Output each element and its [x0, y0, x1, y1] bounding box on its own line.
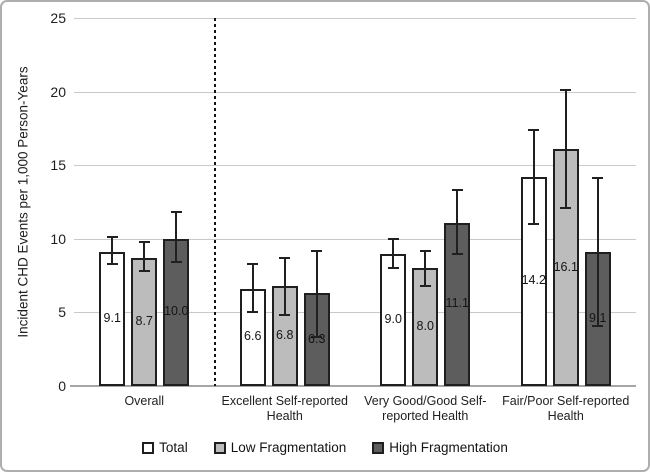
y-tick-label: 0 [58, 378, 66, 394]
y-axis-title: Incident CHD Events per 1,000 Person-Yea… [15, 66, 31, 338]
error-bar [456, 190, 459, 254]
bar-value-label: 9.1 [103, 311, 121, 326]
group-separator-dashed-line [213, 18, 216, 386]
y-tick-label: 25 [50, 10, 66, 26]
y-tick-label: 15 [50, 157, 66, 174]
error-bar [315, 250, 318, 338]
error-bar [111, 237, 114, 264]
error-bar-cap [592, 324, 604, 327]
legend-item: Low Fragmentation [213, 440, 347, 455]
bar-value-label: 6.6 [244, 329, 262, 344]
gridline [74, 165, 636, 167]
error-bar [424, 250, 427, 286]
bar-value-label: 8.7 [135, 313, 153, 328]
bar [412, 268, 439, 386]
error-bar [532, 129, 535, 225]
x-category-label: Fair/Poor Self-reported Health [502, 394, 630, 423]
error-bar-cap [387, 237, 399, 240]
error-bar-cap [170, 261, 182, 264]
error-bar-cap [279, 256, 291, 259]
y-tick-label: 10 [50, 230, 66, 247]
error-bar [175, 212, 178, 263]
bar-value-label: 11.1 [445, 296, 469, 311]
error-bar-cap [419, 249, 431, 252]
error-bar-cap [528, 128, 540, 131]
x-category-label: Overall [124, 394, 165, 408]
error-bar-cap [311, 249, 323, 252]
error-bar-cap [247, 262, 259, 265]
legend-swatch [213, 441, 226, 454]
error-bar-cap [560, 206, 572, 209]
legend-item: High Fragmentation [372, 440, 508, 455]
bar-value-label: 10.0 [164, 304, 189, 319]
bar-value-label: 8.0 [416, 319, 434, 334]
legend: Total Low Fragmentation High Fragmentation [2, 440, 648, 455]
error-bar-cap [247, 311, 259, 314]
error-bar-cap [106, 236, 118, 239]
plot-area: 9.1 6.6 9.0 14.2 8.7 6.8 8.0 16.1 10.0 6.3 11.1 9.1 [70, 18, 636, 387]
legend-swatch [142, 441, 155, 454]
bar-value-label: 16.1 [553, 259, 578, 274]
legend-label: Total [159, 440, 188, 455]
gridline [74, 238, 636, 240]
error-bar-cap [528, 223, 540, 226]
gridline [74, 91, 636, 93]
bar-value-label: 14.2 [521, 273, 546, 288]
x-axis-line [70, 385, 636, 387]
error-bar [143, 241, 146, 272]
x-category-label: Excellent Self-reported Health [221, 394, 348, 423]
legend-label: Low Fragmentation [230, 440, 347, 455]
error-bar-cap [387, 267, 399, 270]
bar-value-label: 6.3 [308, 331, 326, 346]
error-bar [564, 90, 567, 208]
error-bar [596, 178, 599, 326]
error-bar-cap [138, 240, 150, 243]
legend-label: High Fragmentation [389, 440, 508, 455]
gridline [74, 18, 636, 19]
error-bar-cap [419, 284, 431, 287]
legend-item: Total [142, 440, 188, 455]
error-bar-cap [138, 270, 150, 273]
x-category-label: Very Good/Good Self- reported Health [364, 394, 487, 423]
error-bar-cap [106, 262, 118, 265]
bar-value-label: 9.1 [589, 311, 607, 326]
error-bar-cap [451, 189, 463, 192]
legend-swatch [372, 441, 385, 454]
error-bar-cap [170, 211, 182, 214]
error-bar [251, 263, 254, 313]
y-tick-label: 5 [58, 304, 66, 321]
gridline [74, 312, 636, 314]
error-bar-cap [592, 177, 604, 180]
error-bar [283, 257, 286, 316]
error-bar-cap [279, 314, 291, 317]
error-bar-cap [560, 89, 572, 92]
error-bar-cap [451, 252, 463, 255]
error-bar [392, 238, 395, 269]
bar [239, 288, 266, 386]
error-bar-cap [311, 336, 323, 339]
bar-value-label: 9.0 [384, 311, 402, 326]
bar-value-label: 6.8 [276, 327, 294, 342]
y-tick-label: 20 [50, 83, 66, 100]
